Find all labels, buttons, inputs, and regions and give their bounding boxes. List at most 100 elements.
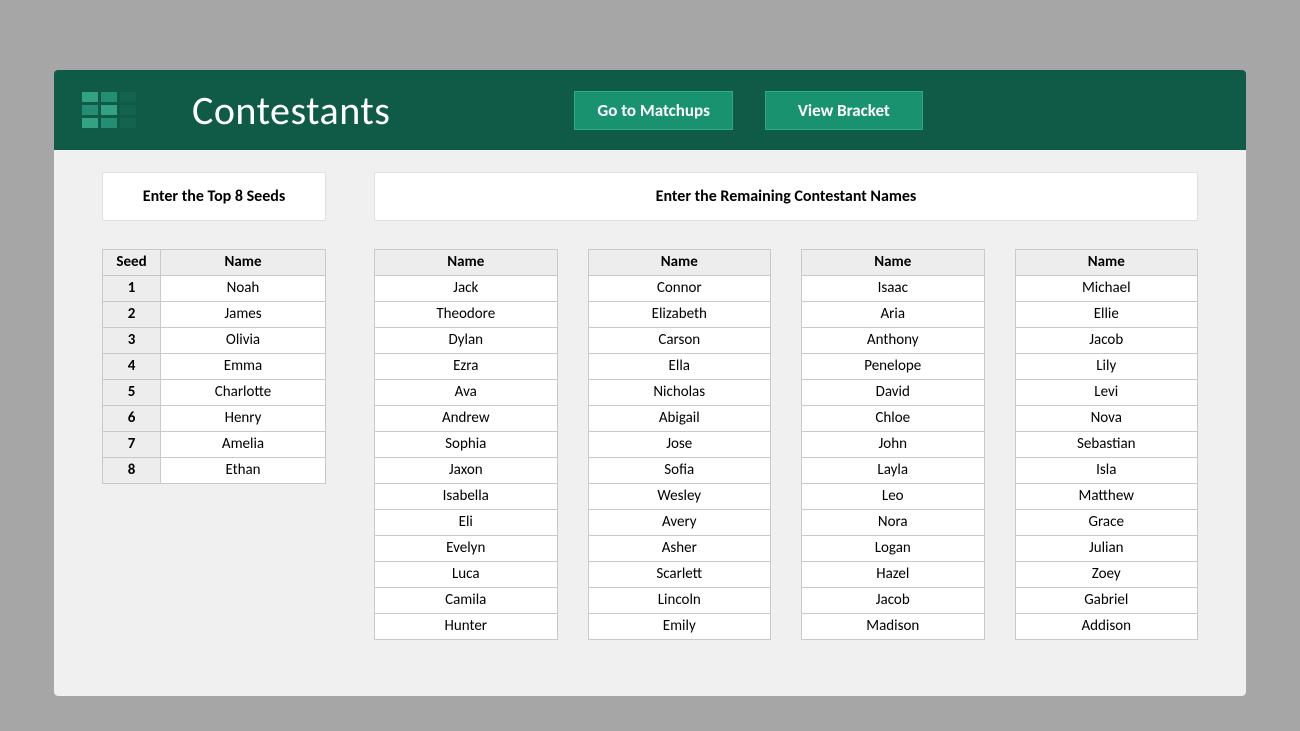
table-row: 5Charlotte — [103, 380, 326, 406]
table-row: Leo — [802, 484, 985, 510]
contestant-name-cell[interactable]: Julian — [1015, 536, 1198, 562]
table-row: Logan — [802, 536, 985, 562]
table-row: 1Noah — [103, 276, 326, 302]
contestant-name-cell[interactable]: Camila — [375, 588, 558, 614]
seed-name-cell[interactable]: Noah — [161, 276, 326, 302]
contestant-name-cell[interactable]: Avery — [588, 510, 771, 536]
contestant-name-cell[interactable]: Jaxon — [375, 458, 558, 484]
contestant-name-cell[interactable]: Grace — [1015, 510, 1198, 536]
contestant-name-cell[interactable]: Anthony — [802, 328, 985, 354]
table-row: Grace — [1015, 510, 1198, 536]
seed-name-cell[interactable]: James — [161, 302, 326, 328]
table-row: Dylan — [375, 328, 558, 354]
contestant-name-cell[interactable]: Jack — [375, 276, 558, 302]
contestant-name-cell[interactable]: Zoey — [1015, 562, 1198, 588]
contestant-name-cell[interactable]: John — [802, 432, 985, 458]
seed-number: 2 — [103, 302, 161, 328]
seed-number: 4 — [103, 354, 161, 380]
contestant-name-cell[interactable]: Sebastian — [1015, 432, 1198, 458]
contestant-name-cell[interactable]: Ava — [375, 380, 558, 406]
contestant-name-cell[interactable]: Michael — [1015, 276, 1198, 302]
contestant-name-cell[interactable]: Theodore — [375, 302, 558, 328]
contestant-name-cell[interactable]: Jacob — [1015, 328, 1198, 354]
table-row: Connor — [588, 276, 771, 302]
contestant-name-cell[interactable]: Ezra — [375, 354, 558, 380]
table-row: Levi — [1015, 380, 1198, 406]
contestant-name-cell[interactable]: Nova — [1015, 406, 1198, 432]
contestant-name-cell[interactable]: Sofia — [588, 458, 771, 484]
contestant-name-cell[interactable]: Gabriel — [1015, 588, 1198, 614]
contestant-name-cell[interactable]: Layla — [802, 458, 985, 484]
seed-name-cell[interactable]: Olivia — [161, 328, 326, 354]
contestant-name-cell[interactable]: Abigail — [588, 406, 771, 432]
table-row: Asher — [588, 536, 771, 562]
contestant-name-cell[interactable]: Isabella — [375, 484, 558, 510]
contestant-name-cell[interactable]: Levi — [1015, 380, 1198, 406]
table-row: 2James — [103, 302, 326, 328]
table-row: Lily — [1015, 354, 1198, 380]
seeds-panel-title: Enter the Top 8 Seeds — [102, 172, 326, 221]
app-logo-icon — [82, 92, 136, 128]
seed-name-cell[interactable]: Henry — [161, 406, 326, 432]
contestant-name-cell[interactable]: Hunter — [375, 614, 558, 640]
contestant-name-cell[interactable]: Carson — [588, 328, 771, 354]
seed-name-cell[interactable]: Amelia — [161, 432, 326, 458]
contestant-name-cell[interactable]: Addison — [1015, 614, 1198, 640]
contestant-name-cell[interactable]: Chloe — [802, 406, 985, 432]
contestant-name-cell[interactable]: Emily — [588, 614, 771, 640]
remaining-column: NameJackTheodoreDylanEzraAvaAndrewSophia… — [374, 249, 558, 640]
header-bar: Contestants Go to Matchups View Bracket — [54, 70, 1246, 150]
contestant-name-cell[interactable]: Evelyn — [375, 536, 558, 562]
contestant-name-cell[interactable]: Scarlett — [588, 562, 771, 588]
table-row: Theodore — [375, 302, 558, 328]
view-bracket-button[interactable]: View Bracket — [765, 91, 923, 130]
contestant-name-cell[interactable]: Lincoln — [588, 588, 771, 614]
table-row: Gabriel — [1015, 588, 1198, 614]
contestant-name-cell[interactable]: Jacob — [802, 588, 985, 614]
table-row: Carson — [588, 328, 771, 354]
contestant-name-cell[interactable]: Sophia — [375, 432, 558, 458]
seed-name-cell[interactable]: Ethan — [161, 458, 326, 484]
table-row: Sebastian — [1015, 432, 1198, 458]
contestant-name-cell[interactable]: Madison — [802, 614, 985, 640]
table-row: Ava — [375, 380, 558, 406]
contestant-name-cell[interactable]: Nicholas — [588, 380, 771, 406]
go-to-matchups-button[interactable]: Go to Matchups — [574, 91, 732, 130]
contestant-name-cell[interactable]: Ellie — [1015, 302, 1198, 328]
contestant-name-cell[interactable]: Connor — [588, 276, 771, 302]
contestant-name-cell[interactable]: Dylan — [375, 328, 558, 354]
seed-name-cell[interactable]: Emma — [161, 354, 326, 380]
contestant-name-cell[interactable]: Jose — [588, 432, 771, 458]
contestant-name-cell[interactable]: Logan — [802, 536, 985, 562]
contestant-name-cell[interactable]: Leo — [802, 484, 985, 510]
contestant-name-cell[interactable]: Nora — [802, 510, 985, 536]
contestant-name-cell[interactable]: Matthew — [1015, 484, 1198, 510]
contestant-name-cell[interactable]: Luca — [375, 562, 558, 588]
contestant-name-cell[interactable]: Isla — [1015, 458, 1198, 484]
contestant-name-cell[interactable]: David — [802, 380, 985, 406]
table-row: 4Emma — [103, 354, 326, 380]
contestant-name-cell[interactable]: Isaac — [802, 276, 985, 302]
remaining-column: NameConnorElizabethCarsonEllaNicholasAbi… — [588, 249, 772, 640]
contestant-name-cell[interactable]: Andrew — [375, 406, 558, 432]
contestant-name-cell[interactable]: Wesley — [588, 484, 771, 510]
contestant-name-cell[interactable]: Asher — [588, 536, 771, 562]
remaining-col-header: Name — [802, 250, 985, 276]
seed-number: 8 — [103, 458, 161, 484]
contestant-name-cell[interactable]: Hazel — [802, 562, 985, 588]
table-row: Julian — [1015, 536, 1198, 562]
remaining-table: NameJackTheodoreDylanEzraAvaAndrewSophia… — [374, 249, 558, 640]
table-row: Addison — [1015, 614, 1198, 640]
contestant-name-cell[interactable]: Lily — [1015, 354, 1198, 380]
table-row: Aria — [802, 302, 985, 328]
seed-name-cell[interactable]: Charlotte — [161, 380, 326, 406]
contestant-name-cell[interactable]: Eli — [375, 510, 558, 536]
seed-number: 1 — [103, 276, 161, 302]
table-row: Emily — [588, 614, 771, 640]
contestant-name-cell[interactable]: Ella — [588, 354, 771, 380]
contestant-name-cell[interactable]: Penelope — [802, 354, 985, 380]
contestant-name-cell[interactable]: Elizabeth — [588, 302, 771, 328]
table-row: Isla — [1015, 458, 1198, 484]
contestant-name-cell[interactable]: Aria — [802, 302, 985, 328]
seeds-col-seed: Seed — [103, 250, 161, 276]
